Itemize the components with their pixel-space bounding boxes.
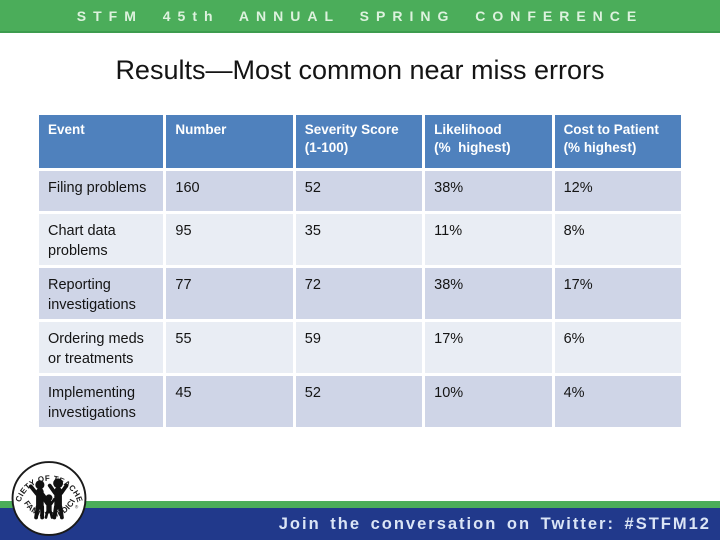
logo-family-figures bbox=[28, 478, 69, 520]
cell-cost: 6% bbox=[554, 322, 681, 373]
cell-event: Chart data problems bbox=[39, 214, 164, 265]
column-header-number: Number bbox=[166, 115, 293, 168]
cell-likelihood: 10% bbox=[425, 376, 552, 427]
table-row: Chart data problems 95 35 11% 8% bbox=[39, 214, 681, 265]
twitter-hashtag-text: Join the conversation on Twitter: #STFM1… bbox=[278, 514, 711, 533]
table-row: Filing problems 160 52 38% 12% bbox=[39, 171, 681, 211]
column-header-event: Event bbox=[39, 115, 164, 168]
cell-severity: 59 bbox=[295, 322, 423, 373]
cell-likelihood: 17% bbox=[425, 322, 552, 373]
footer-bar: Join the conversation on Twitter: #STFM1… bbox=[0, 508, 720, 540]
cell-cost: 12% bbox=[554, 171, 681, 211]
cell-severity: 35 bbox=[295, 214, 423, 265]
cell-severity: 72 bbox=[295, 268, 423, 319]
conference-banner-text: STFM 45th ANNUAL SPRING CONFERENCE bbox=[76, 7, 644, 24]
cell-likelihood: 11% bbox=[425, 214, 552, 265]
cell-event: Reporting investigations bbox=[39, 268, 164, 319]
cell-severity: 52 bbox=[295, 376, 423, 427]
cell-event: Implementing investigations bbox=[39, 376, 164, 427]
cell-severity: 52 bbox=[295, 171, 423, 211]
cell-event: Ordering meds or treatments bbox=[39, 322, 164, 373]
cell-number: 95 bbox=[166, 214, 293, 265]
conference-banner: STFM 45th ANNUAL SPRING CONFERENCE bbox=[0, 0, 720, 33]
logo-registered-mark: ® bbox=[75, 503, 79, 509]
column-header-likelihood: Likelihood (% highest) bbox=[425, 115, 552, 168]
stfm-society-logo: SOCIETY OF TEACHERS OF FAMILY MEDICINE ® bbox=[11, 460, 87, 536]
column-header-cost: Cost to Patient (% highest) bbox=[554, 115, 681, 168]
cell-cost: 17% bbox=[554, 268, 681, 319]
cell-cost: 4% bbox=[554, 376, 681, 427]
cell-event: Filing problems bbox=[39, 171, 164, 211]
cell-number: 77 bbox=[166, 268, 293, 319]
cell-number: 45 bbox=[166, 376, 293, 427]
cell-cost: 8% bbox=[554, 214, 681, 265]
results-table-container: Event Number Severity Score (1-100) Like… bbox=[36, 112, 684, 430]
cell-number: 55 bbox=[166, 322, 293, 373]
table-row: Reporting investigations 77 72 38% 17% bbox=[39, 268, 681, 319]
column-header-severity: Severity Score (1-100) bbox=[295, 115, 423, 168]
cell-number: 160 bbox=[166, 171, 293, 211]
table-header-row: Event Number Severity Score (1-100) Like… bbox=[39, 115, 681, 168]
slide-title: Results—Most common near miss errors bbox=[115, 55, 605, 85]
near-miss-errors-table: Event Number Severity Score (1-100) Like… bbox=[36, 112, 684, 430]
cell-likelihood: 38% bbox=[425, 171, 552, 211]
table-row: Implementing investigations 45 52 10% 4% bbox=[39, 376, 681, 427]
table-row: Ordering meds or treatments 55 59 17% 6% bbox=[39, 322, 681, 373]
footer-green-stripe bbox=[0, 501, 720, 508]
cell-likelihood: 38% bbox=[425, 268, 552, 319]
